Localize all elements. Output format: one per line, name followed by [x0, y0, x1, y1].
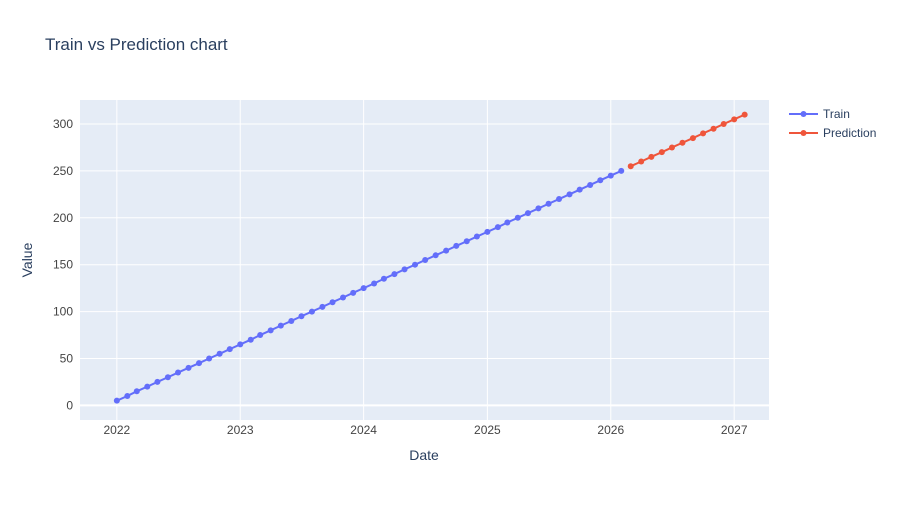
y-gridlines [80, 123, 769, 407]
legend-item-train[interactable]: Train [789, 107, 850, 121]
data-point-train[interactable] [329, 299, 336, 306]
data-point-prediction[interactable] [700, 130, 707, 137]
data-point-train[interactable] [463, 238, 470, 245]
x-tick-label: 2027 [721, 423, 748, 437]
data-point-train[interactable] [524, 210, 531, 217]
data-point-train[interactable] [453, 242, 460, 249]
data-point-train[interactable] [277, 322, 284, 329]
data-point-train[interactable] [566, 191, 573, 198]
data-point-prediction[interactable] [648, 153, 655, 160]
x-tick-label: 2026 [597, 423, 624, 437]
data-point-train[interactable] [216, 350, 223, 357]
series-group [113, 111, 748, 404]
legend: Train Prediction [789, 107, 876, 140]
data-point-prediction[interactable] [689, 135, 696, 142]
data-point-train[interactable] [597, 177, 604, 184]
x-tick-labels: 2022 2023 2024 2025 2026 2027 [103, 423, 747, 437]
data-point-prediction[interactable] [741, 111, 748, 118]
data-point-train[interactable] [237, 341, 244, 348]
legend-label-prediction: Prediction [823, 126, 876, 140]
data-point-train[interactable] [206, 355, 213, 362]
data-point-train[interactable] [618, 167, 625, 174]
y-tick-label: 250 [53, 164, 73, 178]
data-point-train[interactable] [401, 266, 408, 273]
legend-item-prediction[interactable]: Prediction [789, 126, 876, 140]
y-tick-label: 200 [53, 211, 73, 225]
data-point-train[interactable] [422, 257, 429, 263]
data-point-train[interactable] [576, 186, 583, 193]
data-point-train[interactable] [587, 181, 594, 188]
legend-label-train: Train [823, 107, 850, 121]
legend-marker-prediction [800, 130, 807, 136]
data-point-train[interactable] [196, 360, 203, 367]
y-tick-label: 50 [60, 351, 74, 365]
data-point-train[interactable] [113, 397, 120, 404]
x-tick-label: 2025 [474, 423, 501, 437]
data-point-train[interactable] [545, 200, 552, 207]
data-point-prediction[interactable] [710, 125, 717, 132]
data-point-train[interactable] [432, 252, 439, 259]
data-point-prediction[interactable] [720, 121, 727, 128]
x-axis-label: Date [409, 447, 439, 463]
y-tick-label: 150 [53, 258, 73, 272]
x-gridlines [116, 100, 735, 420]
data-point-train[interactable] [494, 224, 501, 231]
data-point-train[interactable] [308, 308, 315, 315]
x-tick-label: 2023 [227, 423, 254, 437]
data-point-train[interactable] [391, 271, 398, 278]
data-point-prediction[interactable] [731, 116, 738, 123]
data-point-train[interactable] [175, 369, 182, 376]
data-point-train[interactable] [185, 364, 192, 371]
data-point-train[interactable] [133, 388, 140, 395]
data-point-train[interactable] [319, 303, 326, 310]
y-tick-labels: 0 50 100 150 200 250 300 [53, 117, 73, 412]
data-point-prediction[interactable] [627, 163, 634, 170]
data-point-train[interactable] [473, 233, 480, 240]
data-point-train[interactable] [371, 280, 378, 287]
data-point-train[interactable] [124, 392, 131, 399]
data-point-prediction[interactable] [638, 158, 645, 165]
data-point-train[interactable] [380, 275, 387, 282]
data-point-prediction[interactable] [658, 149, 665, 156]
data-point-train[interactable] [298, 313, 305, 320]
data-point-train[interactable] [154, 378, 161, 385]
data-point-train[interactable] [514, 214, 521, 221]
x-tick-label: 2024 [350, 423, 377, 437]
chart-title: Train vs Prediction chart [45, 35, 228, 54]
data-point-train[interactable] [226, 346, 233, 353]
data-point-train[interactable] [484, 228, 491, 235]
data-point-train[interactable] [504, 219, 511, 226]
data-point-train[interactable] [607, 172, 614, 179]
data-point-train[interactable] [288, 317, 295, 324]
data-point-train[interactable] [257, 332, 264, 339]
data-point-train[interactable] [360, 285, 367, 292]
y-axis-label: Value [19, 242, 35, 277]
data-point-train[interactable] [350, 289, 357, 296]
y-tick-label: 0 [66, 398, 73, 412]
x-tick-label: 2022 [103, 423, 130, 437]
data-point-prediction[interactable] [679, 139, 686, 146]
data-point-train[interactable] [443, 247, 450, 254]
data-point-train[interactable] [267, 327, 274, 334]
data-point-train[interactable] [164, 374, 171, 381]
data-point-train[interactable] [556, 196, 563, 203]
y-tick-label: 300 [53, 117, 73, 131]
data-point-train[interactable] [144, 383, 151, 390]
y-tick-label: 100 [53, 305, 73, 319]
legend-marker-train [800, 111, 807, 117]
data-point-train[interactable] [247, 336, 254, 343]
data-point-train[interactable] [535, 205, 542, 212]
data-point-prediction[interactable] [668, 144, 675, 151]
data-point-train[interactable] [412, 261, 419, 268]
data-point-train[interactable] [340, 294, 347, 301]
